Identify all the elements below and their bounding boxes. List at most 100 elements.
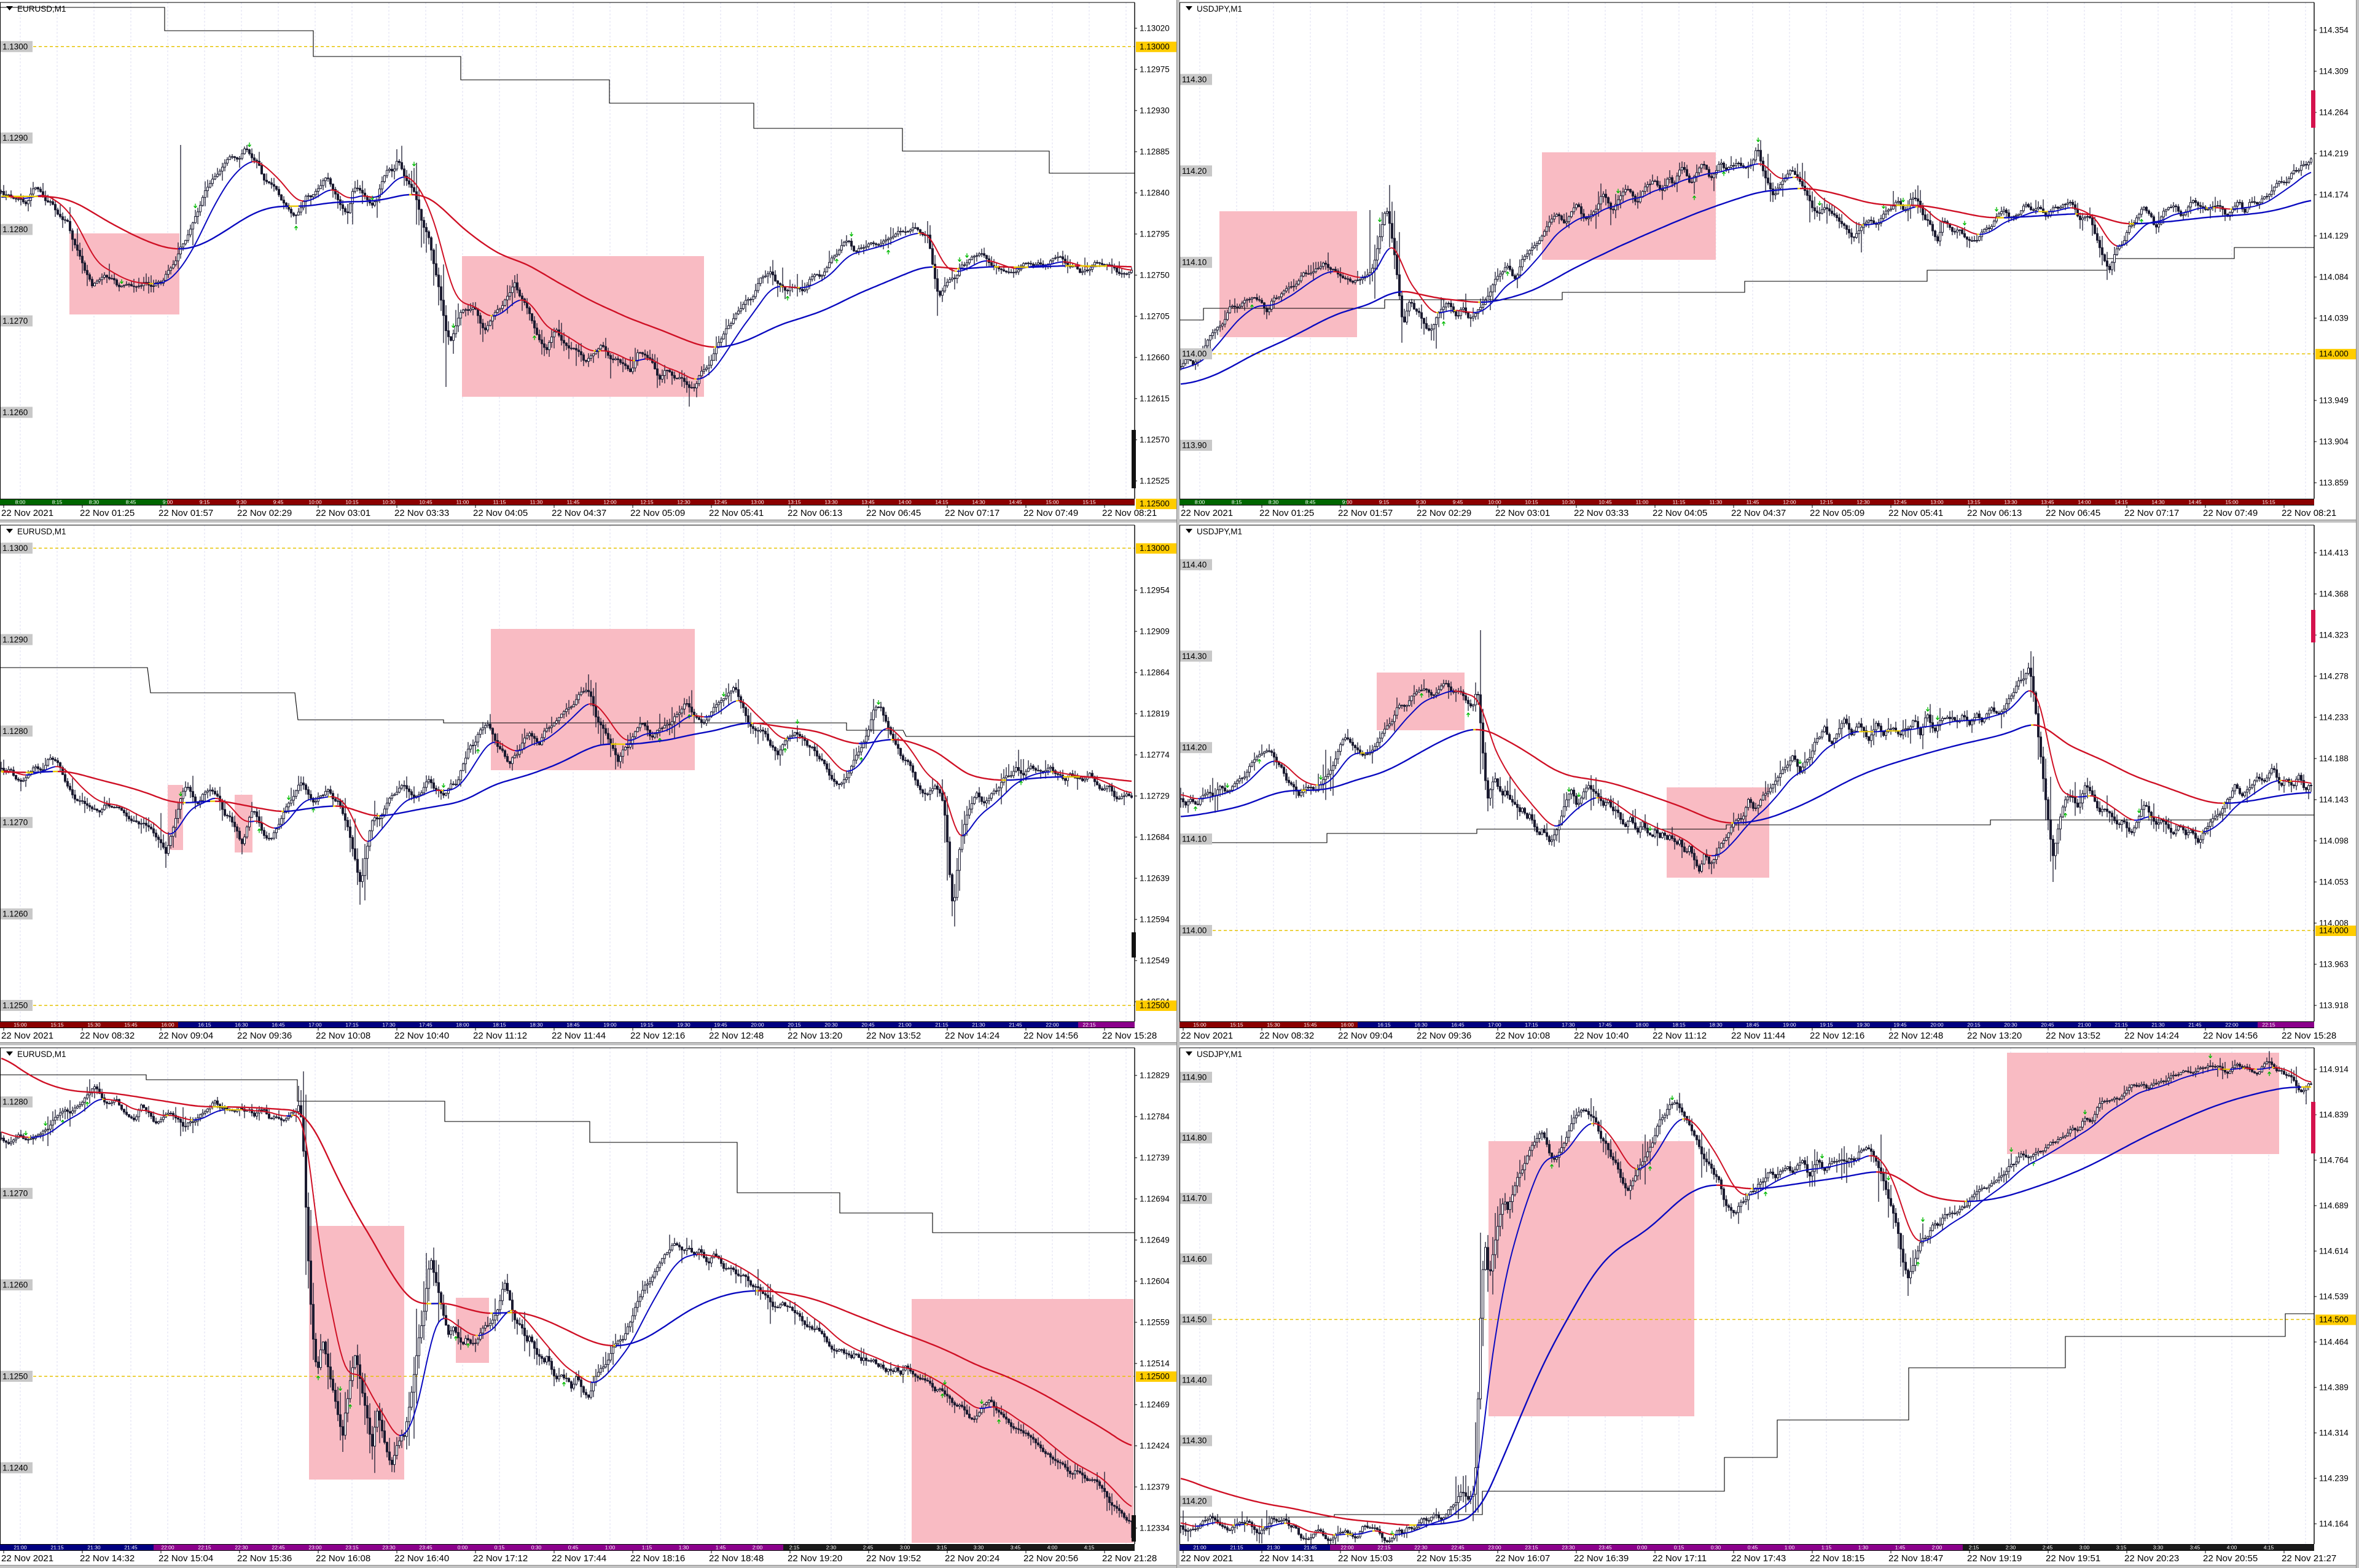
svg-text:114.40: 114.40 <box>1182 1376 1207 1385</box>
svg-text:22 Nov 13:52: 22 Nov 13:52 <box>2046 1031 2100 1041</box>
svg-text:22:00: 22:00 <box>2225 1022 2239 1028</box>
svg-text:23:15: 23:15 <box>345 1545 359 1551</box>
svg-text:1.12975: 1.12975 <box>1140 65 1170 74</box>
svg-text:22 Nov 03:33: 22 Nov 03:33 <box>394 508 449 518</box>
svg-text:22 Nov 06:13: 22 Nov 06:13 <box>1967 508 2022 518</box>
svg-text:9:15: 9:15 <box>200 499 210 505</box>
svg-text:22:00: 22:00 <box>1046 1022 1059 1028</box>
svg-text:114.839: 114.839 <box>2319 1110 2349 1120</box>
svg-text:23:00: 23:00 <box>308 1545 322 1551</box>
svg-text:1:00: 1:00 <box>605 1545 616 1551</box>
svg-text:15:00: 15:00 <box>1193 1022 1207 1028</box>
svg-text:1.1290: 1.1290 <box>2 133 28 142</box>
svg-text:22 Nov 01:25: 22 Nov 01:25 <box>80 508 135 518</box>
svg-text:0:45: 0:45 <box>568 1545 579 1551</box>
svg-text:1.1250: 1.1250 <box>2 1371 28 1381</box>
svg-text:4:15: 4:15 <box>1084 1545 1095 1551</box>
svg-text:3:00: 3:00 <box>900 1545 910 1551</box>
svg-text:1.12705: 1.12705 <box>1140 312 1170 321</box>
svg-text:22:45: 22:45 <box>1451 1545 1465 1551</box>
svg-text:21:45: 21:45 <box>1009 1022 1022 1028</box>
svg-text:114.164: 114.164 <box>2319 1519 2349 1529</box>
svg-text:22 Nov 05:41: 22 Nov 05:41 <box>1888 508 1943 518</box>
svg-text:21:30: 21:30 <box>2151 1022 2165 1028</box>
svg-text:1.12954: 1.12954 <box>1140 586 1170 595</box>
svg-text:22 Nov 14:32: 22 Nov 14:32 <box>80 1553 135 1564</box>
svg-text:22 Nov 12:48: 22 Nov 12:48 <box>1888 1031 1943 1041</box>
svg-text:10:00: 10:00 <box>308 499 322 505</box>
svg-text:114.70: 114.70 <box>1182 1194 1207 1203</box>
svg-text:18:15: 18:15 <box>493 1022 506 1028</box>
svg-text:114.233: 114.233 <box>2319 713 2349 722</box>
svg-text:1.12379: 1.12379 <box>1140 1483 1170 1492</box>
svg-text:114.500: 114.500 <box>2319 1315 2349 1324</box>
svg-text:22 Nov 15:28: 22 Nov 15:28 <box>2282 1031 2336 1041</box>
svg-text:22 Nov 13:52: 22 Nov 13:52 <box>866 1031 921 1041</box>
svg-text:22 Nov 01:57: 22 Nov 01:57 <box>1338 508 1393 518</box>
svg-text:114.614: 114.614 <box>2319 1247 2349 1256</box>
svg-text:114.764: 114.764 <box>2319 1156 2349 1165</box>
svg-text:114.314: 114.314 <box>2319 1429 2349 1438</box>
svg-text:19:30: 19:30 <box>1856 1022 1870 1028</box>
svg-text:1:45: 1:45 <box>716 1545 726 1551</box>
svg-text:1.12909: 1.12909 <box>1140 627 1170 636</box>
svg-text:9:00: 9:00 <box>163 499 173 505</box>
svg-text:22 Nov 07:49: 22 Nov 07:49 <box>2203 508 2258 518</box>
svg-text:15:00: 15:00 <box>2225 499 2239 505</box>
svg-text:22 Nov 02:29: 22 Nov 02:29 <box>237 508 292 518</box>
svg-text:1.12559: 1.12559 <box>1140 1318 1170 1327</box>
svg-text:1.1300: 1.1300 <box>2 42 28 51</box>
svg-text:21:30: 21:30 <box>1267 1545 1280 1551</box>
svg-text:1.12469: 1.12469 <box>1140 1400 1170 1410</box>
svg-text:21:15: 21:15 <box>1230 1545 1243 1551</box>
svg-text:8:45: 8:45 <box>126 499 136 505</box>
svg-text:1.12549: 1.12549 <box>1140 956 1170 965</box>
svg-text:22 Nov 18:48: 22 Nov 18:48 <box>709 1553 764 1564</box>
svg-text:22 Nov 19:51: 22 Nov 19:51 <box>2046 1553 2100 1564</box>
svg-text:11:45: 11:45 <box>1747 499 1759 505</box>
svg-text:22 Nov 08:32: 22 Nov 08:32 <box>80 1031 135 1041</box>
svg-text:1.1270: 1.1270 <box>2 1189 28 1198</box>
svg-text:15:00: 15:00 <box>1046 499 1059 505</box>
svg-text:21:00: 21:00 <box>1193 1545 1207 1551</box>
svg-text:18:30: 18:30 <box>1709 1022 1723 1028</box>
svg-text:22:30: 22:30 <box>1414 1545 1428 1551</box>
svg-text:1.12864: 1.12864 <box>1140 668 1170 677</box>
svg-text:12:30: 12:30 <box>677 499 690 505</box>
svg-text:114.60: 114.60 <box>1182 1254 1207 1263</box>
svg-text:22 Nov 01:25: 22 Nov 01:25 <box>1259 508 1314 518</box>
svg-text:22 Nov 09:36: 22 Nov 09:36 <box>1417 1031 1471 1041</box>
svg-text:114.323: 114.323 <box>2319 631 2349 640</box>
svg-text:114.143: 114.143 <box>2319 795 2349 805</box>
svg-text:1.12424: 1.12424 <box>1140 1441 1170 1451</box>
svg-text:15:30: 15:30 <box>87 1022 101 1028</box>
svg-text:2:15: 2:15 <box>789 1545 800 1551</box>
svg-text:13:15: 13:15 <box>1967 499 1981 505</box>
svg-text:17:15: 17:15 <box>1525 1022 1538 1028</box>
svg-text:1.1240: 1.1240 <box>2 1463 28 1472</box>
svg-text:22 Nov 14:56: 22 Nov 14:56 <box>2203 1031 2258 1041</box>
svg-text:1.12684: 1.12684 <box>1140 833 1170 842</box>
svg-text:22 Nov 12:16: 22 Nov 12:16 <box>1810 1031 1864 1041</box>
svg-text:USDJPY,M1: USDJPY,M1 <box>1197 4 1242 14</box>
svg-text:114.90: 114.90 <box>1182 1073 1207 1082</box>
svg-text:9:45: 9:45 <box>273 499 284 505</box>
svg-text:22 Nov 12:48: 22 Nov 12:48 <box>709 1031 764 1041</box>
svg-text:22 Nov 10:40: 22 Nov 10:40 <box>1574 1031 1629 1041</box>
svg-text:21:15: 21:15 <box>50 1545 64 1551</box>
svg-text:1.12649: 1.12649 <box>1140 1236 1170 1245</box>
svg-text:1.12819: 1.12819 <box>1140 709 1170 719</box>
svg-text:114.278: 114.278 <box>2319 672 2349 681</box>
svg-text:22 Nov 09:04: 22 Nov 09:04 <box>1338 1031 1393 1041</box>
svg-text:17:45: 17:45 <box>419 1022 432 1028</box>
svg-text:1.12594: 1.12594 <box>1140 915 1170 924</box>
svg-text:16:30: 16:30 <box>235 1022 248 1028</box>
svg-text:14:30: 14:30 <box>2151 499 2165 505</box>
svg-text:22 Nov 16:40: 22 Nov 16:40 <box>394 1553 449 1564</box>
svg-text:12:45: 12:45 <box>1893 499 1907 505</box>
svg-text:1.12829: 1.12829 <box>1140 1071 1170 1080</box>
svg-text:114.50: 114.50 <box>1182 1315 1207 1324</box>
svg-text:1.12570: 1.12570 <box>1140 435 1170 445</box>
svg-text:22 Nov 10:08: 22 Nov 10:08 <box>316 1031 370 1041</box>
svg-text:17:30: 17:30 <box>1562 1022 1575 1028</box>
